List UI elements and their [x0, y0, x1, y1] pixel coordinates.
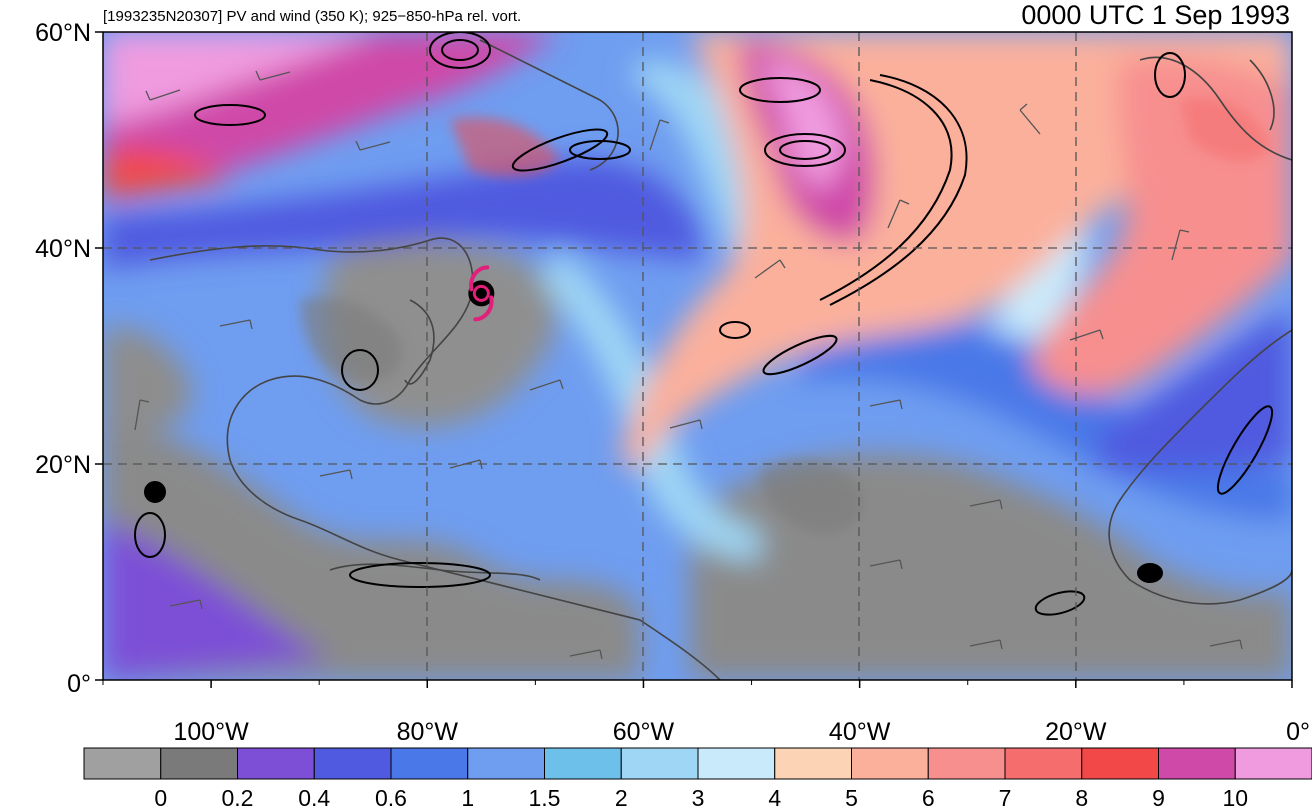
- map-title-timestamp: 0000 UTC 1 Sep 1993: [1021, 0, 1290, 30]
- colorbar-label: 0.6: [375, 785, 407, 810]
- colorbar-swatch: [237, 747, 315, 780]
- colorbar-swatch: [774, 747, 852, 780]
- colorbar-label: 2: [615, 785, 628, 810]
- colorbar-swatch: [927, 747, 1006, 780]
- lon-tick-label: 100°W: [173, 718, 249, 746]
- colorbar-swatch: [313, 747, 392, 780]
- colorbar-swatch: [1004, 747, 1083, 780]
- pv-colorbar: 0 0.2 0.4 0.6 1 1.5 2 3 4 5 6 7 8 9 10: [83, 747, 1312, 810]
- colorbar-label: 5: [845, 785, 858, 810]
- colorbar-swatch: [1158, 747, 1236, 780]
- coastlines: [149, 39, 1292, 680]
- lon-tick-label: 60°W: [613, 718, 675, 746]
- colorbar-swatch: [697, 747, 776, 780]
- colorbar-swatch: [467, 747, 545, 780]
- tropical-cyclone-symbol: [468, 265, 495, 322]
- colorbar-label: 1.5: [529, 785, 561, 810]
- lon-tick-label: 20°W: [1045, 718, 1107, 746]
- longitude-axis: 100°W 80°W 60°W 40°W 20°W 0°: [102, 680, 1310, 746]
- map-title-left: [1993235N20307] PV and wind (350 K); 925…: [103, 8, 522, 25]
- colorbar-swatch: [544, 747, 622, 780]
- colorbar-label: 0.2: [222, 785, 254, 810]
- colorbar-swatch: [1234, 747, 1312, 780]
- vorticity-contours: [134, 32, 1274, 616]
- lat-tick-label: 0°: [67, 670, 91, 698]
- lon-tick-label: 80°W: [397, 718, 459, 746]
- colorbar-label: 6: [922, 785, 935, 810]
- gridlines: [103, 32, 1292, 680]
- colorbar-swatch: [620, 747, 699, 780]
- plot-frame: [102, 31, 1293, 681]
- lat-tick-label: 60°N: [35, 19, 91, 47]
- lat-tick-label: 20°N: [35, 451, 91, 479]
- colorbar-label: 0: [154, 785, 167, 810]
- lon-tick-label: 40°W: [829, 718, 891, 746]
- colorbar-label: 9: [1152, 785, 1165, 810]
- colorbar-swatch: [83, 747, 162, 780]
- lon-tick-label: 0°: [1286, 718, 1310, 746]
- colorbar-swatch: [851, 747, 929, 780]
- colorbar-label: 10: [1222, 785, 1248, 810]
- colorbar-swatch: [1081, 747, 1159, 780]
- colorbar-label: 7: [999, 785, 1012, 810]
- lat-tick-label: 40°N: [35, 235, 91, 263]
- latitude-axis: 60°N 40°N 20°N 0°: [35, 19, 103, 698]
- colorbar-label: 3: [692, 785, 705, 810]
- colorbar-label: 4: [768, 785, 781, 810]
- colorbar-swatch: [390, 747, 469, 780]
- colorbar-label: 8: [1075, 785, 1088, 810]
- colorbar-swatch: [160, 747, 238, 780]
- colorbar-label: 1: [461, 785, 474, 810]
- pv-field: [103, 32, 1292, 680]
- colorbar-label: 0.4: [298, 785, 330, 810]
